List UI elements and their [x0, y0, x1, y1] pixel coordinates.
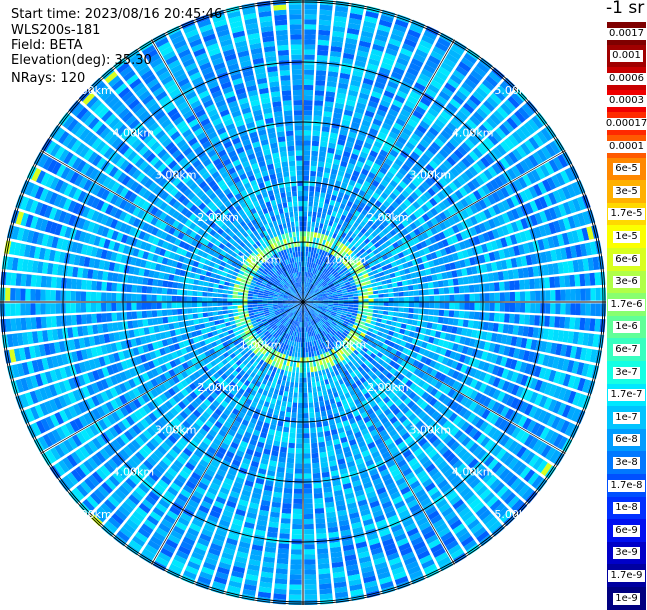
- colorbar-label: 3e-9: [613, 547, 640, 560]
- range-label: 3.00km: [155, 423, 197, 436]
- azimuth-spoke: [40, 301, 304, 454]
- instrument-text: WLS200s-181: [11, 23, 101, 38]
- colorbar-label: 1.7e-5: [608, 208, 645, 221]
- colorbar-segment: 6e-9: [607, 519, 646, 543]
- azimuth-spoke: [40, 150, 304, 303]
- azimuth-spoke: [302, 39, 455, 303]
- colorbar-label: 0.0003: [607, 95, 646, 108]
- colorbar-segment: 1e-8: [607, 496, 646, 520]
- range-label: 4.00km: [113, 126, 155, 139]
- colorbar-label: 6e-6: [613, 253, 640, 266]
- azimuth-spoke: [151, 39, 304, 303]
- colorbar-segment: 0.0003: [607, 89, 646, 113]
- colorbar-label: 3e-6: [613, 276, 640, 289]
- range-label: 3.00km: [409, 169, 451, 182]
- colorbar-segment: 1e-7: [607, 406, 646, 430]
- colorbar-label: 1e-7: [613, 411, 640, 424]
- colorbar-label: 0.00017: [603, 117, 647, 130]
- colorbar-label: 1.7e-8: [608, 479, 645, 492]
- colorbar-segment: 3e-7: [607, 361, 646, 385]
- colorbar-label: 1e-6: [613, 321, 640, 334]
- colorbar-segment: 3e-6: [607, 270, 646, 294]
- colorbar-segment: 6e-5: [607, 157, 646, 181]
- range-label: 2.00km: [197, 211, 239, 224]
- colorbar-label: 1e-8: [613, 502, 640, 515]
- colorbar-segment: 6e-7: [607, 338, 646, 362]
- colorbar-label: 3e-8: [613, 456, 640, 469]
- range-label: 2.00km: [367, 381, 409, 394]
- range-label: 3.00km: [409, 423, 451, 436]
- colorbar-segment: 6e-8: [607, 428, 646, 452]
- colorbar-segment: 0.001: [607, 44, 646, 68]
- colorbar-label: 1.7e-7: [608, 389, 645, 402]
- colorbar-label: 1e-9: [613, 592, 640, 605]
- azimuth-spoke: [302, 150, 566, 303]
- colorbar-label: 6e-5: [613, 163, 640, 176]
- range-label: 1.00km: [240, 338, 282, 351]
- colorbar-segment: 0.0001: [607, 135, 646, 159]
- azimuth-spoke: [302, 301, 455, 565]
- ppi-plot: 1.00km 1.00km 1.00km 1.00km 2.00km 2.00km 2.00…: [0, 0, 606, 605]
- colorbar-label: 6e-8: [613, 434, 640, 447]
- azimuth-spoke: [151, 301, 304, 565]
- colorbar-segment: 1.7e-5: [607, 202, 646, 226]
- range-label: 5.00km: [70, 508, 112, 521]
- range-label: 4.00km: [113, 466, 155, 479]
- range-label: 2.00km: [367, 211, 409, 224]
- colorbar-segment: 0.0006: [607, 67, 646, 91]
- colorbar-label: 3e-5: [613, 185, 640, 198]
- range-labels: 1.00km 1.00km 1.00km 1.00km 2.00km 2.00km 2.00…: [70, 84, 536, 521]
- colorbar-label: 6e-9: [613, 524, 640, 537]
- colorbar-title: -1 sr: [606, 0, 645, 18]
- range-label: 1.00km: [240, 254, 282, 267]
- start-time-text: Start time: 2023/08/16 20:45:46: [11, 7, 223, 22]
- nrays-text: NRays: 120: [11, 71, 86, 86]
- colorbar-segment: 1e-6: [607, 315, 646, 339]
- range-label: 1.00km: [325, 338, 367, 351]
- colorbar-segment: 1e-9: [607, 587, 646, 610]
- colorbar-label: 1e-5: [613, 230, 640, 243]
- colorbar-segment: 1.7e-7: [607, 383, 646, 407]
- colorbar-label: 1.7e-9: [608, 569, 645, 582]
- elevation-text: Elevation(deg): 35.30: [11, 53, 152, 68]
- range-label: 5.00km: [494, 84, 536, 97]
- azimuth-spoke: [302, 301, 566, 454]
- colorbar-segment: 3e-9: [607, 541, 646, 565]
- range-label: 5.00km: [494, 508, 536, 521]
- colorbar-label: 3e-7: [613, 366, 640, 379]
- range-rings: [0, 0, 606, 605]
- colorbar-segment: 1.7e-6: [607, 293, 646, 317]
- field-text: Field: BETA: [11, 38, 83, 53]
- range-label: 5.00km: [70, 84, 112, 97]
- colorbar-segment: 1.7e-8: [607, 474, 646, 498]
- range-label: 2.00km: [197, 381, 239, 394]
- colorbar-segment: 1.7e-9: [607, 564, 646, 588]
- colorbar-label: 6e-7: [613, 343, 640, 356]
- colorbar-segment: 0.0017: [607, 22, 646, 46]
- colorbar-label: 0.001: [610, 50, 643, 63]
- colorbar-segment: 0.00017: [603, 112, 647, 136]
- colorbar-segment: 3e-5: [607, 180, 646, 204]
- colorbar-segment: 1e-5: [607, 225, 646, 249]
- colorbar-segment: 6e-6: [607, 248, 646, 272]
- range-label: 3.00km: [155, 169, 197, 182]
- colorbar-segment: 3e-8: [607, 451, 646, 475]
- colorbar-label: 0.0001: [607, 140, 646, 153]
- colorbar-label: 1.7e-6: [608, 298, 645, 311]
- range-label: 4.00km: [452, 126, 494, 139]
- range-label: 1.00km: [325, 254, 367, 267]
- colorbar-label: 0.0017: [607, 27, 646, 40]
- colorbar-label: 0.0006: [607, 72, 646, 85]
- range-label: 4.00km: [452, 466, 494, 479]
